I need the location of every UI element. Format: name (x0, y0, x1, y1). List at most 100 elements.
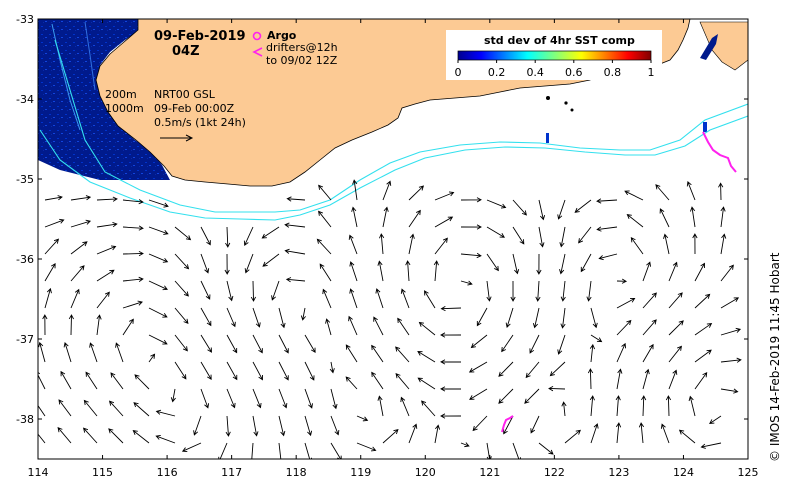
current-arrow (345, 344, 358, 363)
current-arrow (225, 226, 231, 248)
current-arrow (285, 277, 306, 283)
current-arrow (278, 442, 284, 459)
y-tick-label: -36 (16, 253, 34, 266)
current-arrow (108, 428, 124, 444)
current-arrow (460, 280, 473, 286)
current-arrow (148, 199, 169, 208)
current-arrow (718, 182, 724, 201)
credit-label: © IMOS 14-Feb-2019 11:45 Hobart (768, 252, 782, 462)
current-arrow (417, 377, 436, 390)
current-arrow (155, 434, 176, 444)
current-arrow (538, 199, 546, 221)
current-arrow (252, 361, 263, 381)
current-arrow (200, 361, 212, 381)
current-arrow (375, 288, 384, 309)
current-arrow (395, 373, 410, 390)
current-arrow (503, 415, 514, 435)
current-arrow (70, 241, 88, 255)
current-arrow (278, 388, 288, 409)
current-arrow (660, 423, 670, 444)
current-arrow (580, 253, 592, 273)
current-arrow (476, 307, 488, 327)
y-tick-label: -33 (16, 13, 34, 26)
current-arrow (440, 359, 462, 365)
current-arrow (252, 334, 263, 354)
current-arrow (668, 261, 678, 282)
current-arrow (382, 206, 389, 228)
current-arrow (319, 263, 332, 282)
sst-patch-west (38, 19, 170, 180)
current-arrow (642, 292, 657, 309)
current-arrow (122, 318, 134, 336)
x-tick-label: 120 (415, 466, 436, 479)
current-arrow (122, 225, 144, 231)
isobath-200m-label: 200m (105, 88, 137, 101)
current-arrow (261, 226, 280, 239)
current-arrow (434, 237, 448, 255)
current-arrow (226, 388, 236, 409)
current-arrow (505, 307, 514, 328)
colorbar-tick-label: 0.2 (488, 66, 506, 79)
current-arrow (70, 219, 92, 228)
current-arrow (596, 226, 618, 232)
current-arrow (349, 261, 358, 282)
x-tick-label: 122 (544, 466, 565, 479)
current-arrow (590, 307, 598, 329)
current-arrow (641, 395, 647, 417)
current-arrow (616, 297, 636, 309)
current-arrow (512, 199, 527, 216)
current-arrow (692, 233, 698, 255)
current-arrow (57, 427, 72, 444)
current-arrow (532, 307, 540, 329)
current-arrow (122, 276, 144, 282)
current-arrow (382, 429, 399, 444)
current-arrow (148, 226, 169, 235)
x-tick-label: 116 (157, 466, 178, 479)
plot-frame (37, 18, 749, 460)
current-arrow (598, 253, 618, 261)
current-arrow (557, 334, 566, 355)
isobath-200m (54, 39, 748, 213)
current-arrow (318, 210, 332, 228)
current-arrow (663, 233, 670, 255)
current-arrow (200, 280, 211, 300)
current-arrow (655, 184, 670, 201)
map-date: 09-Feb-2019 (154, 29, 246, 44)
y-tick-label: -35 (16, 173, 34, 186)
current-arrow (60, 370, 72, 390)
colorbar-ticks: 0 0.2 0.4 0.6 0.8 1 (455, 60, 655, 79)
current-arrow (70, 288, 80, 309)
current-arrow (304, 442, 313, 459)
current-arrow (316, 238, 332, 255)
current-arrow (486, 280, 492, 302)
current-arrow (200, 253, 210, 274)
current-arrow (44, 238, 60, 255)
current-arrow (486, 199, 507, 209)
current-arrow (642, 343, 654, 363)
current-arrow (243, 226, 254, 247)
current-arrow (96, 269, 115, 282)
x-tick-label: 124 (673, 466, 694, 479)
current-arrow (70, 265, 85, 282)
current-arrow (587, 368, 594, 390)
current-arrow (44, 287, 52, 309)
current-arrow (535, 280, 541, 302)
current-arrow (536, 253, 542, 275)
current-arrow (564, 429, 581, 444)
current-arrow (418, 321, 436, 336)
current-arrow (557, 199, 566, 220)
current-arrow (122, 250, 144, 257)
island (564, 101, 568, 105)
current-arrow (615, 395, 621, 417)
current-arrow (694, 323, 713, 336)
current-arrow (271, 280, 280, 301)
current-arrow (470, 334, 488, 349)
current-arrow (486, 253, 499, 272)
current-arrow (330, 388, 338, 410)
current-arrow (561, 401, 567, 417)
current-arrow (440, 386, 462, 392)
current-arrow (590, 423, 599, 444)
current-arrow (615, 422, 622, 444)
current-arrow (85, 371, 98, 390)
current-arrow (586, 280, 592, 302)
